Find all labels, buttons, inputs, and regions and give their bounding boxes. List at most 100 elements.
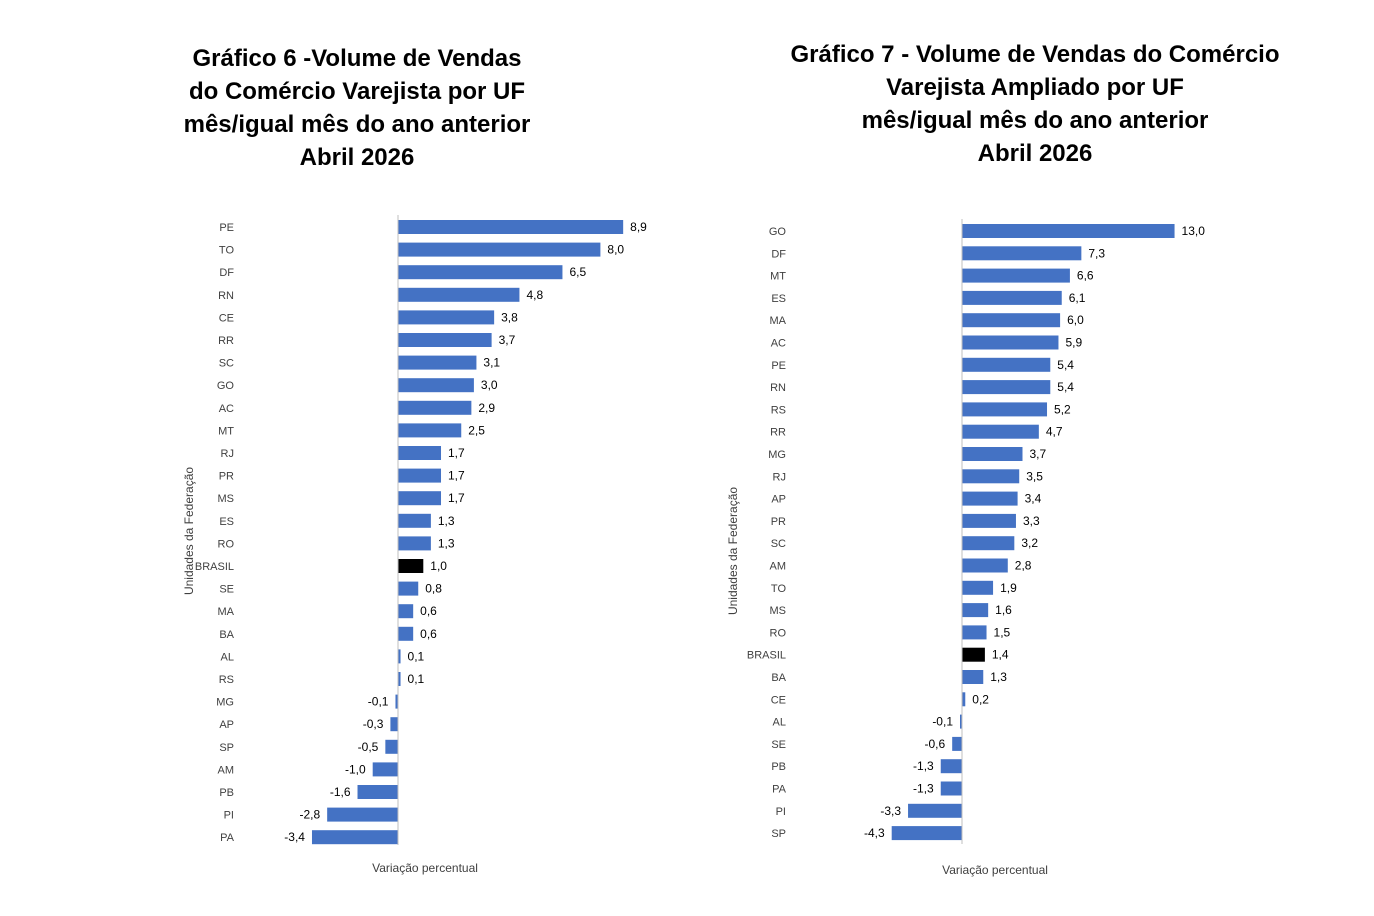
chart1-data-label: 2,9 — [478, 401, 495, 415]
chart1-data-label: 6,5 — [569, 265, 586, 279]
chart1-bar-brasil — [398, 559, 424, 573]
chart1-category-label: RS — [219, 674, 234, 686]
chart1-category-label: RR — [218, 335, 234, 347]
chart2-category-label: AC — [771, 338, 786, 350]
chart1-bar-to — [398, 242, 601, 257]
chart2-data-label: 7,3 — [1088, 246, 1105, 260]
chart1-data-label: -2,8 — [299, 808, 320, 822]
chart1-category-label: AP — [219, 719, 234, 731]
chart2-category-label: CE — [771, 694, 786, 706]
chart2-title-line: Gráfico 7 - Volume de Vendas do Comércio — [790, 41, 1280, 68]
chart2-bar-se — [952, 736, 962, 751]
chart1-data-label: 8,0 — [607, 243, 624, 257]
chart2-category-label: PA — [772, 784, 787, 796]
chart2-bar-rn — [962, 380, 1051, 395]
chart2-data-label: 1,3 — [990, 670, 1007, 684]
chart2-data-label: 1,6 — [995, 603, 1012, 617]
chart1-data-label: 3,7 — [499, 333, 516, 347]
chart2-data-label: 5,9 — [1065, 336, 1082, 350]
chart1-data-label: 0,1 — [408, 649, 425, 663]
chart1-category-label: MS — [218, 493, 235, 505]
chart2-data-label: 5,2 — [1054, 402, 1071, 416]
chart2-bar-to — [962, 580, 994, 595]
chart1-data-label: 2,5 — [468, 423, 485, 437]
chart1-category-label: SE — [219, 584, 234, 596]
chart1-bar-mt — [398, 423, 462, 438]
chart2-title-line: Varejista Ampliado por UF — [886, 74, 1184, 101]
chart1-bar-pe — [398, 220, 624, 234]
chart2-title-line: mês/igual mês do ano anterior — [861, 107, 1209, 134]
chart1-bar-rn — [398, 287, 520, 302]
chart1-category-label: RN — [218, 290, 234, 302]
chart1-category-label: RJ — [221, 448, 234, 460]
chart2-bar-pi — [908, 803, 962, 818]
chart1-data-label: 1,0 — [430, 559, 447, 573]
chart1-bar-sc — [398, 355, 477, 370]
chart2-category-label: PR — [771, 516, 786, 528]
chart2-bar-rj — [962, 469, 1020, 484]
chart1-bar-pa — [311, 830, 398, 845]
chart1-category-label: MT — [218, 425, 234, 437]
chart2-bar-sc — [962, 536, 1015, 551]
chart2-category-label: MS — [770, 605, 787, 617]
chart2-data-label: -1,3 — [913, 759, 934, 773]
chart2-category-label: PB — [771, 761, 786, 773]
chart1-bar-df — [398, 265, 563, 280]
chart2-data-label: 3,4 — [1025, 492, 1042, 506]
chart2-data-label: 1,5 — [994, 625, 1011, 639]
chart1-category-label: AL — [221, 651, 234, 663]
chart2-data-label: -3,3 — [880, 804, 901, 818]
chart1-bar-ap — [390, 717, 398, 732]
chart2-category-label: BA — [771, 672, 786, 684]
chart2-bar-al — [960, 714, 962, 729]
chart1-category-label: MG — [216, 697, 234, 709]
chart2-data-label: 13,0 — [1182, 224, 1206, 238]
chart2-bar-mt — [962, 268, 1070, 283]
chart1-data-label: 1,7 — [448, 491, 465, 505]
chart1-bar-am — [372, 762, 398, 777]
chart2-bar-pb — [940, 759, 962, 774]
chart2-category-label: RN — [770, 382, 786, 394]
chart1-data-label: 3,0 — [481, 378, 498, 392]
chart2-bar-rs — [962, 402, 1048, 417]
chart2-bar-ro — [962, 625, 987, 640]
chart2-bar-df — [962, 246, 1082, 261]
chart2-title: Gráfico 7 - Volume de Vendas do Comércio… — [770, 38, 1300, 170]
chart2-category-label: SP — [771, 828, 786, 840]
chart2-bar-mg — [962, 447, 1023, 461]
chart1-bar-pi — [327, 807, 398, 822]
chart1-data-label: 0,8 — [425, 582, 442, 596]
chart1-bar-rj — [398, 446, 442, 460]
chart1-category-label: MA — [218, 606, 235, 618]
chart1-bar-pr — [398, 468, 442, 483]
chart2-data-label: -4,3 — [864, 826, 885, 840]
chart2-category-label: SC — [771, 538, 786, 550]
chart1-bar-al — [398, 649, 401, 664]
chart2-data-label: 3,5 — [1026, 469, 1043, 483]
chart1-data-label: 1,7 — [448, 446, 465, 460]
chart2-category-label: ES — [771, 293, 786, 305]
chart2-category-label: AP — [771, 494, 786, 506]
chart2-category-label: DF — [771, 248, 786, 260]
chart2-data-label: 5,4 — [1057, 380, 1074, 394]
chart2-bar-pr — [962, 513, 1016, 528]
chart2-data-label: -0,6 — [925, 737, 946, 751]
chart2-data-label: 6,1 — [1069, 291, 1086, 305]
chart2-x-axis-title: Variação percentual — [942, 863, 1048, 877]
chart1-bar-es — [398, 513, 431, 528]
chart2-bar-es — [962, 290, 1062, 305]
chart1-category-label: ES — [219, 516, 234, 528]
chart2-data-label: 3,2 — [1021, 536, 1038, 550]
chart2-data-label: 1,4 — [992, 648, 1009, 662]
chart1-x-axis-title: Variação percentual — [372, 861, 478, 875]
chart2-category-label: RJ — [773, 471, 786, 483]
chart1-category-label: BA — [219, 629, 234, 641]
chart2-y-axis-title: Unidades da Federação — [726, 487, 740, 615]
chart2-bar-sp — [891, 826, 962, 841]
chart1-data-label: 0,6 — [420, 627, 437, 641]
chart1-category-label: CE — [219, 312, 234, 324]
chart1-category-label: SC — [219, 358, 234, 370]
chart2-bar-rr — [962, 424, 1039, 439]
chart1-data-label: -1,6 — [330, 785, 351, 799]
